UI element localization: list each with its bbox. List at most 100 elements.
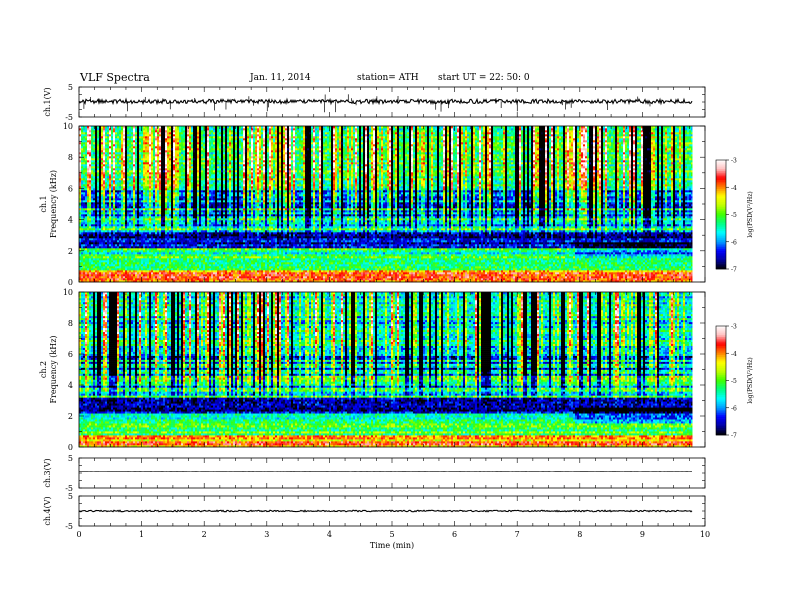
psd-cell — [307, 276, 309, 278]
psd-cell — [365, 270, 367, 272]
psd-cell — [215, 272, 217, 274]
psd-cell — [281, 270, 283, 272]
psd-cell — [457, 272, 459, 274]
psd-cell — [315, 272, 317, 274]
psd-cell — [553, 278, 555, 280]
psd-cell — [655, 272, 657, 274]
psd-cell — [115, 276, 117, 278]
psd-cell — [301, 272, 303, 274]
psd-cell — [483, 270, 485, 272]
psd-cell — [359, 274, 361, 276]
psd-cell — [387, 274, 389, 276]
psd-cell — [173, 268, 175, 270]
psd-cell — [247, 268, 249, 270]
psd-cell — [469, 276, 471, 278]
psd-cell — [233, 270, 235, 272]
psd-cell — [271, 276, 273, 278]
psd-cell — [259, 278, 261, 280]
psd-cell — [357, 274, 359, 276]
psd-cell — [611, 270, 613, 272]
psd-cell — [483, 276, 485, 278]
psd-cell — [385, 274, 387, 276]
psd-cell — [117, 270, 119, 272]
psd-cell — [587, 270, 589, 272]
psd-cell — [399, 274, 401, 276]
psd-cell — [111, 272, 113, 274]
psd-cell — [151, 272, 153, 274]
psd-cell — [241, 276, 243, 278]
psd-cell — [531, 276, 533, 278]
psd-cell — [273, 268, 275, 270]
psd-cell — [287, 278, 289, 280]
psd-cell — [497, 276, 499, 278]
psd-cell — [203, 270, 205, 272]
psd-cell — [443, 270, 445, 272]
psd-cell — [397, 278, 399, 280]
psd-cell — [617, 276, 619, 278]
psd-cell — [153, 272, 155, 274]
psd-cell — [123, 278, 125, 280]
psd-cell — [149, 278, 151, 280]
psd-cell — [319, 278, 321, 280]
psd-cell — [233, 268, 235, 270]
psd-cell — [503, 272, 505, 274]
psd-cell — [375, 276, 377, 278]
psd-cell — [145, 270, 147, 272]
psd-cell — [253, 268, 255, 270]
psd-cell — [639, 270, 641, 272]
psd-cell — [683, 278, 685, 280]
psd-cell — [559, 272, 561, 274]
psd-cell — [255, 268, 257, 270]
psd-cell — [551, 270, 553, 272]
psd-cell — [295, 272, 297, 274]
psd-cell — [225, 268, 227, 270]
psd-cell — [469, 270, 471, 272]
psd-cell — [347, 270, 349, 272]
psd-cell — [117, 268, 119, 270]
psd-cell — [383, 272, 385, 274]
psd-cell — [471, 270, 473, 272]
psd-cell — [121, 274, 123, 276]
psd-cell — [425, 270, 427, 272]
psd-cell — [593, 278, 595, 280]
psd-cell — [365, 272, 367, 274]
psd-cell — [419, 274, 421, 276]
psd-cell — [649, 276, 651, 278]
psd-cell — [131, 274, 133, 276]
psd-cell — [523, 274, 525, 276]
psd-cell — [461, 278, 463, 280]
psd-cell — [211, 272, 213, 274]
psd-cell — [391, 274, 393, 276]
psd-cell — [339, 274, 341, 276]
psd-cell — [677, 278, 679, 280]
psd-cell — [443, 272, 445, 274]
psd-cell — [441, 276, 443, 278]
psd-cell — [563, 274, 565, 276]
psd-cell — [183, 278, 185, 280]
psd-cell — [519, 278, 521, 280]
psd-cell — [461, 274, 463, 276]
psd-cell — [313, 272, 315, 274]
psd-cell — [529, 276, 531, 278]
psd-cell — [335, 276, 337, 278]
psd-cell — [331, 276, 333, 278]
psd-cell — [135, 268, 137, 270]
psd-cell — [677, 276, 679, 278]
psd-cell — [391, 270, 393, 272]
psd-cell — [399, 276, 401, 278]
psd-cell — [467, 276, 469, 278]
psd-cell — [253, 278, 255, 280]
psd-cell — [223, 278, 225, 280]
psd-cell — [303, 268, 305, 270]
psd-cell — [521, 274, 523, 276]
psd-cell — [139, 274, 141, 276]
psd-cell — [153, 276, 155, 278]
psd-cell — [99, 274, 101, 276]
psd-cell — [555, 276, 557, 278]
psd-cell — [227, 272, 229, 274]
psd-cell — [617, 272, 619, 274]
psd-cell — [243, 276, 245, 278]
psd-cell — [499, 274, 501, 276]
psd-cell — [415, 276, 417, 278]
psd-cell — [513, 272, 515, 274]
